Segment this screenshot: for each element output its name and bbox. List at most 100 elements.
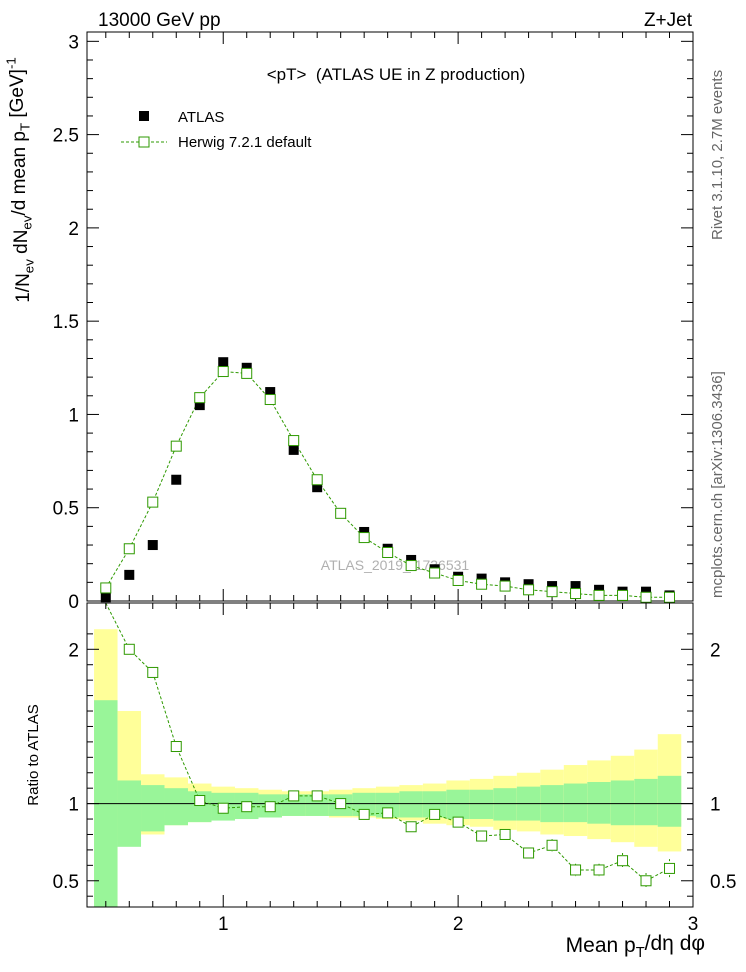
- uncertainty-band-inner: [446, 789, 470, 820]
- ratio-axis-ticks: 0.5 0.5 1 1 2 2 1 2 3: [53, 603, 736, 935]
- y-tick-label: 2: [68, 219, 79, 240]
- ratio-y-tick-label-right: 0.5: [710, 872, 736, 893]
- y-tick-label: 0: [68, 592, 79, 613]
- atlas-point: [147, 540, 158, 551]
- herwig-ratio-point: [382, 807, 394, 819]
- atlas-point: [288, 444, 299, 455]
- atlas-point: [523, 579, 534, 590]
- main-plot-frame: [86, 31, 694, 602]
- herwig-ratio-point: [170, 741, 182, 753]
- ratio-panel: 0.5 0.5 1 1 2 2 1 2 3 Ratio to ATLAS: [25, 602, 736, 935]
- x-tick-label: 2: [453, 914, 464, 935]
- herwig-point: [358, 532, 370, 544]
- atlas-point: [570, 581, 581, 592]
- herwig-point: [405, 560, 417, 572]
- atlas-point: [124, 569, 135, 580]
- atlas-point: [547, 581, 558, 592]
- main-series: [100, 357, 676, 603]
- herwig-point: [499, 580, 511, 592]
- herwig-ratio-point: [523, 847, 535, 859]
- ratio-y-tick-label-left: 0.5: [53, 872, 79, 893]
- header-left: 13000 GeV pp: [98, 10, 221, 31]
- herwig-point: [546, 586, 558, 598]
- ratio-y-tick-label-right: 1: [710, 795, 721, 816]
- herwig-ratio-point: [358, 808, 370, 820]
- uncertainty-band-inner: [164, 788, 188, 826]
- x-axis-label: Mean pT​/dη dφ: [566, 932, 705, 961]
- uncertainty-band-inner: [141, 785, 165, 832]
- herwig-ratio-point: [194, 795, 206, 807]
- herwig-ratio-point: [405, 821, 417, 833]
- uncertainty-band-inner: [375, 792, 400, 818]
- main-y-axis-label: 1/Nev​ dNev​/d mean pT​ [GeV]-1​: [4, 57, 37, 303]
- herwig-point: [429, 567, 441, 579]
- herwig-point: [452, 574, 464, 586]
- herwig-point: [382, 546, 394, 558]
- ratio-y-tick-label-left: 2: [68, 640, 79, 661]
- herwig-ratio-point: [476, 830, 488, 842]
- herwig-ratio-point: [499, 828, 511, 840]
- herwig-ratio-point: [217, 802, 229, 814]
- herwig-point: [476, 578, 488, 590]
- y-tick-label: 3: [68, 32, 79, 53]
- uncertainty-band-inner: [352, 792, 376, 816]
- uncertainty-band-inner: [587, 782, 611, 824]
- atlas-point: [171, 474, 182, 485]
- herwig-ratio-point: [335, 798, 347, 810]
- herwig-ratio-point: [593, 864, 605, 876]
- ratio-y-tick-label-right: 2: [710, 640, 721, 661]
- herwig-ratio-point: [664, 862, 676, 874]
- side-label-mcplots: mcplots.cern.ch [arXiv:1306.3436]: [709, 371, 726, 598]
- herwig-point: [570, 588, 582, 600]
- legend-label-atlas: ATLAS: [178, 109, 224, 126]
- herwig-point: [147, 496, 159, 508]
- legend-marker-atlas: [139, 111, 149, 121]
- atlas-point: [100, 592, 111, 603]
- watermark: ATLAS_2019_I1736531: [321, 557, 470, 573]
- herwig-ratio-point: [570, 864, 582, 876]
- herwig-ratio-point: [546, 839, 558, 851]
- herwig-point: [217, 366, 229, 378]
- atlas-point: [241, 362, 252, 373]
- uncertainty-band-inner: [117, 780, 142, 847]
- herwig-ratio-point: [311, 790, 323, 802]
- uncertainty-band-inner: [281, 794, 306, 816]
- herwig-point: [194, 392, 206, 404]
- uncertainty-band-inner: [422, 791, 447, 818]
- herwig-point: [288, 435, 300, 447]
- ratio-plot-frame: [86, 602, 694, 908]
- x-tick-label: 3: [688, 914, 699, 935]
- ratio-series: [105, 602, 676, 889]
- herwig-ratio-point: [452, 816, 464, 828]
- herwig-point: [100, 582, 112, 594]
- herwig-ratio-point: [147, 666, 159, 678]
- main-plot-title: <pT> (ATLAS UE in Z production): [267, 65, 526, 84]
- uncertainty-band-inner: [399, 791, 423, 818]
- uncertainty-band-inner: [634, 778, 658, 826]
- y-tick-label: 1: [68, 405, 79, 426]
- x-tick-label: 1: [218, 914, 229, 935]
- herwig-point: [640, 591, 652, 603]
- y-tick-label: 0.5: [53, 499, 79, 520]
- herwig-ratio-line: [105, 602, 670, 882]
- side-label-rivet: Rivet 3.1.10, 2.7M events: [709, 70, 726, 240]
- herwig-ratio-point: [617, 855, 629, 867]
- uncertainty-band-inner: [493, 788, 517, 821]
- herwig-ratio-point: [264, 801, 276, 813]
- atlas-point: [312, 482, 323, 493]
- uncertainty-band-inner: [610, 780, 635, 826]
- herwig-point: [617, 589, 629, 601]
- uncertainty-band-inner: [305, 794, 329, 816]
- atlas-point: [265, 387, 276, 398]
- legend-marker-herwig: [138, 136, 150, 148]
- ratio-bands: [94, 629, 682, 907]
- herwig-point: [523, 584, 535, 596]
- herwig-point: [664, 591, 676, 603]
- y-tick-label: 2.5: [53, 126, 79, 147]
- atlas-point: [476, 573, 487, 584]
- atlas-point: [406, 554, 417, 565]
- herwig-ratio-point: [288, 790, 300, 802]
- herwig-point: [241, 367, 253, 379]
- legend-label-herwig: Herwig 7.2.1 default: [178, 134, 312, 151]
